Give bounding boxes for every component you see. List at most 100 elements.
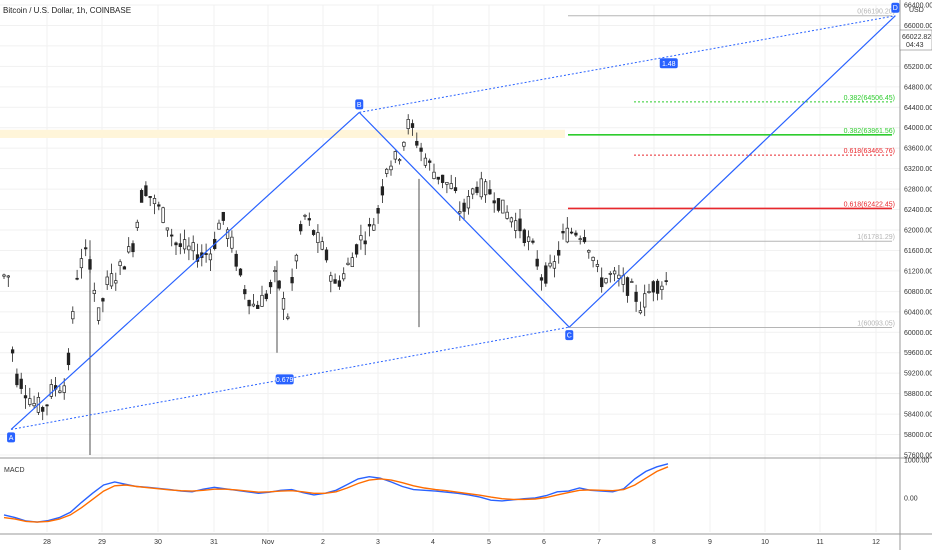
price-tick-label: 62400.00 <box>904 207 932 214</box>
candle-body <box>135 221 139 228</box>
candle-body <box>458 211 462 214</box>
candle-body <box>582 237 587 243</box>
pattern-point-label: B <box>357 102 362 109</box>
candle-body <box>19 378 23 389</box>
candle-body <box>32 403 36 407</box>
candle-body <box>595 264 600 267</box>
candle-body <box>45 404 49 407</box>
candle-body <box>548 262 552 267</box>
ratio-label: 0.679 <box>276 377 294 384</box>
candle-body <box>221 211 225 221</box>
candle-body <box>612 270 617 275</box>
price-tick-label: 61200.00 <box>904 268 932 275</box>
time-tick-label: 3 <box>376 539 380 546</box>
candle-body <box>238 268 243 276</box>
candle-body <box>281 297 286 310</box>
price-tick-label: 64000.00 <box>904 125 932 132</box>
price-tick-label: 57600.00 <box>904 453 932 460</box>
candle-body <box>268 282 273 288</box>
time-tick-label: 8 <box>652 539 656 546</box>
ratio-badge <box>275 374 294 385</box>
candle-body <box>230 236 234 249</box>
candle-body <box>139 190 144 203</box>
candle-body <box>415 140 419 146</box>
candle-body <box>647 291 651 293</box>
candle-body <box>509 217 514 223</box>
candle-body <box>634 291 638 302</box>
candle-body <box>522 229 526 243</box>
candle-body <box>449 183 453 189</box>
candle-body <box>71 311 75 320</box>
time-tick-label: 9 <box>708 539 712 546</box>
price-tick-label: 63600.00 <box>904 146 932 153</box>
candle-body <box>651 281 655 293</box>
candle-body <box>307 218 311 221</box>
candle-body <box>290 277 294 284</box>
candle-body <box>144 185 148 196</box>
candle-body <box>475 186 479 193</box>
pattern-leg <box>358 111 570 328</box>
candle-body <box>131 243 135 253</box>
candle-body <box>234 253 238 267</box>
price-tag-value: 66022.82 <box>902 34 931 41</box>
candle-body <box>208 253 213 261</box>
pattern-dotted-ac <box>10 326 570 430</box>
price-tick-label: 58800.00 <box>904 391 932 398</box>
candle-body <box>286 316 290 319</box>
candle-body <box>346 262 350 265</box>
candle-body <box>49 384 53 397</box>
candle-body <box>453 187 458 192</box>
candle-body <box>15 373 19 386</box>
pattern-point-marker[interactable] <box>7 432 16 443</box>
candle-body <box>393 151 397 160</box>
price-tick-label: 64400.00 <box>904 105 932 112</box>
candle-body <box>591 256 595 261</box>
price-tick-label: 61600.00 <box>904 248 932 255</box>
candle-body <box>299 224 303 232</box>
price-tick-label: 59600.00 <box>904 350 932 357</box>
signal-line <box>3 466 669 523</box>
price-tick-label: 60000.00 <box>904 330 932 337</box>
candle-body <box>96 307 101 321</box>
candle-body <box>161 207 165 223</box>
candle-body <box>350 257 354 267</box>
candle-body <box>303 214 307 217</box>
candle-body <box>127 246 131 253</box>
candle-body <box>423 157 428 166</box>
candle-body <box>359 235 363 241</box>
candle-body <box>363 240 367 245</box>
candle-body <box>170 234 174 237</box>
candle-body <box>643 293 647 308</box>
candle-body <box>84 247 88 250</box>
pattern-point-marker[interactable] <box>355 99 364 110</box>
resistance-zone <box>0 129 565 138</box>
candle-body <box>251 303 256 307</box>
candle-body <box>578 238 582 240</box>
candle-body <box>79 258 84 269</box>
time-tick-label: 29 <box>98 539 106 546</box>
ratio-label: 1.48 <box>662 61 676 68</box>
pattern-point-marker[interactable] <box>891 2 900 13</box>
ratio-badge <box>659 58 678 69</box>
time-tick-label: 11 <box>816 539 823 546</box>
candles <box>2 114 668 455</box>
price-tick-label: 64800.00 <box>904 84 932 91</box>
time-tick-label: 28 <box>43 539 51 546</box>
candle-body <box>6 275 10 278</box>
pattern-point-label: A <box>9 435 14 442</box>
candle-body <box>492 200 496 204</box>
candle-body <box>625 277 630 296</box>
price-tag-bg <box>899 29 932 51</box>
macd-title: MACD <box>4 467 25 474</box>
candle-body <box>182 239 187 250</box>
candle-body <box>385 168 389 174</box>
candle-body <box>531 240 535 243</box>
candle-body <box>66 352 71 366</box>
candle-body <box>10 349 15 354</box>
pattern-point-marker[interactable] <box>565 330 574 341</box>
time-axis[interactable]: 28 29 30 31 Nov 2 3 4 5 6 7 8 9 10 11 12 <box>43 539 880 546</box>
price-tick-label: 66000.00 <box>904 23 932 30</box>
candle-body <box>552 261 557 269</box>
candle-body <box>389 165 393 171</box>
